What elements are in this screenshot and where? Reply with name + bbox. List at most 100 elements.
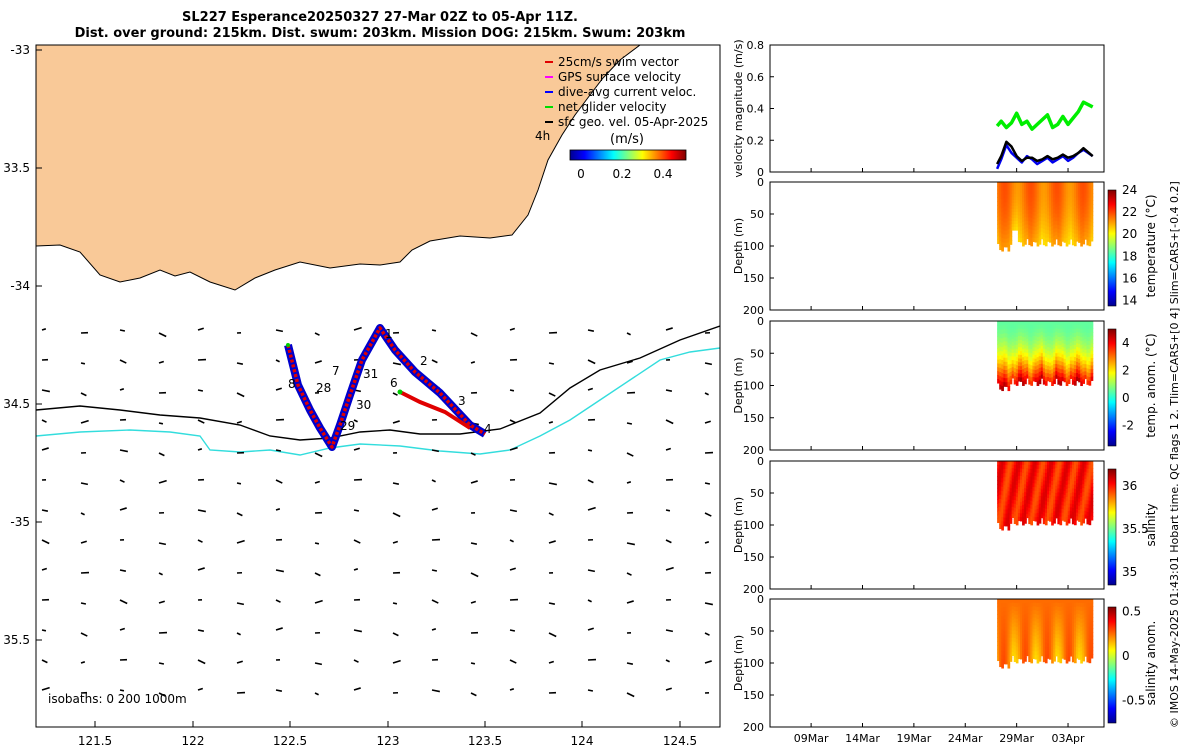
map-x-tick-label: 122.5	[273, 734, 307, 748]
current-arrow	[236, 512, 243, 517]
current-arrow	[392, 540, 399, 544]
current-arrow	[197, 448, 203, 451]
current-arrow	[548, 602, 556, 605]
current-arrow	[626, 360, 633, 364]
current-arrow	[41, 629, 47, 632]
current-arrow	[314, 599, 323, 604]
track-day-label: 28	[316, 381, 331, 395]
current-arrow	[704, 660, 712, 664]
current-arrow	[392, 362, 401, 366]
current-arrow	[158, 422, 164, 425]
current-arrow	[353, 687, 361, 691]
current-arrow	[509, 688, 515, 691]
current-arrow	[431, 449, 440, 453]
current-arrow	[665, 419, 674, 425]
current-arrow	[470, 332, 478, 337]
current-arrow	[470, 361, 476, 364]
current-arrow	[509, 539, 514, 543]
current-arrow	[275, 599, 281, 603]
current-arrow	[626, 662, 634, 665]
current-arrow	[314, 572, 321, 577]
current-arrow	[548, 392, 556, 397]
current-arrow	[587, 627, 594, 631]
land-mass	[36, 45, 641, 291]
track-day-label: 3	[458, 394, 466, 408]
current-arrow	[236, 602, 245, 606]
map-x-tick-label: 121.5	[78, 734, 112, 748]
current-arrow	[470, 542, 478, 545]
current-arrow	[509, 659, 517, 664]
current-arrow	[704, 602, 713, 606]
current-arrow	[236, 539, 245, 544]
current-arrow	[236, 392, 245, 398]
current-arrow	[119, 507, 127, 511]
surface-current-arrows	[41, 326, 714, 698]
current-arrow	[587, 506, 596, 511]
map-x-tick-label: 122	[182, 734, 205, 748]
track-day-label: 4	[484, 422, 492, 436]
current-arrow	[158, 600, 165, 604]
current-arrow	[275, 359, 280, 363]
current-arrow	[197, 629, 205, 632]
title-line-1: SL227 Esperance20250327 27-Mar 02Z to 05…	[182, 10, 578, 25]
current-arrow	[587, 449, 593, 452]
current-arrow	[275, 329, 284, 333]
map-x-tick-label: 124.5	[663, 734, 697, 748]
current-arrow	[158, 360, 165, 364]
current-arrow	[236, 632, 241, 636]
current-arrow	[548, 660, 555, 664]
current-arrow	[158, 542, 167, 546]
current-arrow	[314, 480, 321, 484]
current-arrow	[704, 632, 710, 636]
current-arrow	[431, 569, 438, 572]
current-arrow	[470, 452, 476, 456]
current-arrow	[80, 540, 87, 544]
map-x-tick-label: 123	[377, 734, 400, 748]
current-arrow	[548, 540, 556, 544]
current-arrow	[431, 359, 438, 364]
current-arrow	[197, 419, 205, 424]
map-x-tick-label: 123.5	[468, 734, 502, 748]
current-arrow	[80, 512, 85, 516]
current-arrow	[158, 692, 166, 697]
current-arrow	[392, 392, 398, 396]
current-arrow	[197, 509, 206, 513]
current-arrow	[197, 539, 203, 543]
current-arrow	[353, 326, 362, 331]
current-arrow	[392, 482, 400, 485]
current-arrow	[119, 627, 126, 631]
current-arrow	[41, 328, 47, 331]
current-arrow	[431, 689, 440, 693]
current-arrow	[41, 509, 49, 512]
colorbar-unit-label: (m/s)	[610, 132, 644, 147]
current-arrow	[431, 507, 438, 511]
current-arrow	[275, 387, 282, 391]
map-y-tick-label: 33.5	[3, 161, 30, 175]
current-arrow	[158, 452, 165, 457]
current-arrow	[392, 512, 401, 518]
current-arrow	[119, 599, 128, 605]
current-arrow	[197, 389, 204, 392]
current-arrow	[80, 392, 87, 397]
speed-colorbar	[569, 149, 687, 161]
current-arrow	[509, 419, 516, 424]
current-arrow	[704, 362, 713, 366]
track-day-label: 2	[420, 354, 428, 368]
current-arrow	[704, 392, 709, 396]
current-arrow	[236, 482, 242, 485]
current-arrow	[626, 452, 634, 457]
current-arrow	[548, 632, 557, 638]
current-arrow	[509, 629, 516, 632]
legend-label: GPS surface velocity	[558, 70, 681, 84]
current-arrow	[587, 599, 592, 603]
current-arrow	[509, 567, 516, 571]
current-arrow	[353, 419, 358, 423]
current-arrow	[626, 572, 632, 576]
current-arrow	[548, 512, 554, 516]
isobath-1000m	[36, 347, 720, 456]
current-arrow	[41, 389, 50, 393]
track-day-label: 7	[332, 364, 340, 378]
current-arrow	[119, 449, 128, 453]
